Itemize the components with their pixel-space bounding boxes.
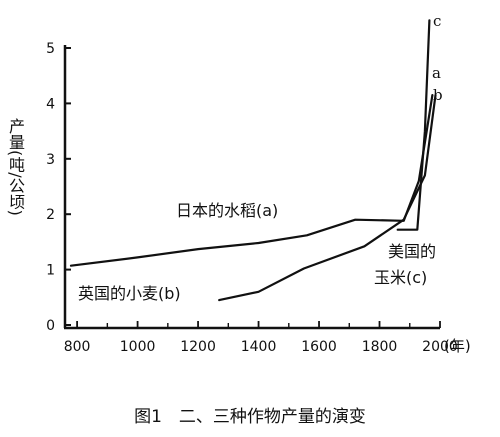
x-tick-label: 800 [64, 339, 91, 355]
series-line-b [218, 94, 437, 302]
x-tick-label: 1200 [180, 339, 216, 355]
series-lines [69, 19, 437, 302]
series-b-label: 英国的小麦(b) [78, 284, 181, 303]
yield-chart: 0 1 2 3 4 5 800 1000 1200 1400 1600 1800 2000 日本的水稻(… [46, 12, 471, 355]
y-tick-label: 3 [46, 152, 55, 168]
x-tick-label: 1000 [120, 339, 156, 355]
x-axis-unit: (年) [444, 337, 471, 355]
x-tick-label: 1600 [301, 339, 337, 355]
y-axis-label: 产量(吨/公顷) [6, 118, 25, 216]
y-tick-label: 1 [46, 263, 55, 279]
x-tick-label: 1800 [362, 339, 398, 355]
x-tick-label: 1400 [241, 339, 277, 355]
y-tick-label: 4 [46, 96, 55, 112]
axes: 0 1 2 3 4 5 800 1000 1200 1400 1600 1800 2000 [46, 41, 458, 355]
series-c-label-line2: 玉米(c) [374, 268, 427, 287]
series-a-end-letter: a [432, 64, 441, 82]
y-tick-label: 5 [46, 41, 55, 57]
series-line-c [396, 19, 431, 231]
y-tick-label: 0 [46, 318, 55, 334]
series-line-a [69, 94, 434, 267]
annotations: 日本的水稻(a) 英国的小麦(b) 美国的 玉米(c) c a b (年) [78, 12, 471, 355]
y-tick-label: 2 [46, 207, 55, 223]
series-b-end-letter: b [433, 86, 443, 104]
x-tick-label: 2000 [422, 339, 458, 355]
series-c-end-letter: c [433, 12, 441, 30]
series-a-label: 日本的水稻(a) [176, 201, 278, 220]
series-c-label-line1: 美国的 [388, 242, 436, 261]
figure-caption: 图1 二、三种作物产量的演变 [134, 407, 366, 427]
